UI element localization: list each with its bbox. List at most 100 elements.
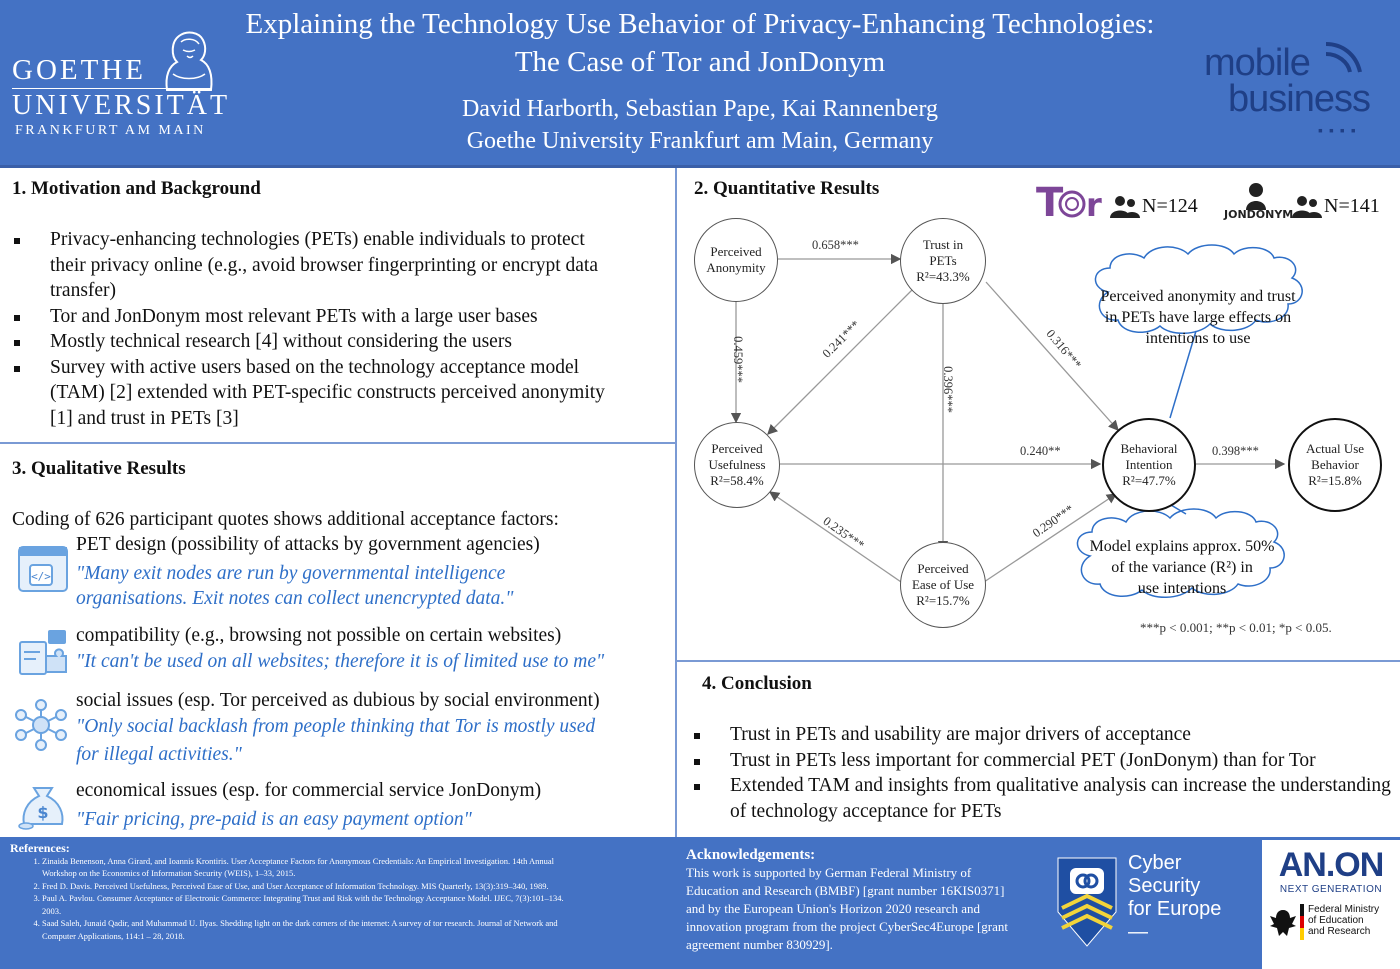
references-title: References: xyxy=(10,841,70,855)
section1-bullet: Tor and JonDonym most relevant PETs with… xyxy=(12,304,612,330)
flag-stripe-red xyxy=(1300,916,1304,928)
logo-divider xyxy=(12,88,212,89)
poster-header xyxy=(0,0,1400,168)
qual-item2-head: compatibility (e.g., browsing not possib… xyxy=(76,625,562,646)
reference-item: Saad Saleh, Junaid Qadir, and Muhammad U… xyxy=(42,917,570,942)
node-label: Perceived xyxy=(710,244,762,259)
logo-line-frankfurt: FRANKFURT AM MAIN xyxy=(15,123,206,138)
section3-title: 3. Qualitative Results xyxy=(12,458,186,479)
node-label: Anonymity xyxy=(706,260,766,275)
edge-trust-intention xyxy=(985,281,1119,431)
poster-affiliation: Goethe University Frankfurt am Main, Ger… xyxy=(466,128,934,154)
poster-title-line2: The Case of Tor and JonDonym xyxy=(514,46,886,78)
references: References: Zinaida Benenson, Anna Girar… xyxy=(10,842,570,942)
node-trust-in-pets: Trust in PETs R²=43.3% xyxy=(900,218,986,304)
cloud2-line: use intentions xyxy=(1137,580,1227,597)
jondonym-logo-icon: JONDONYM xyxy=(1223,183,1293,221)
section4-bullet: Extended TAM and insights from qualitati… xyxy=(692,773,1392,824)
qual-item1-quote-line2: organisations. Exit notes can collect un… xyxy=(76,588,514,609)
jondonym-sample-size: N=141 xyxy=(1324,195,1380,217)
mobile-logo-line2: business xyxy=(1228,78,1371,120)
edge-label-anonymity-usefulness: 0.459*** xyxy=(730,336,745,383)
cyber-line: Cyber xyxy=(1128,852,1182,874)
svg-text:r: r xyxy=(1086,186,1102,222)
node-perceived-ease-of-use: Perceived Ease of Use R²=15.7% xyxy=(900,542,986,628)
bmbf-line: of Education xyxy=(1308,915,1364,926)
anon-logo-text: AN.ON xyxy=(1278,846,1385,884)
qual-item1-head: PET design (possibility of attacks by go… xyxy=(76,534,540,555)
section3-intro: Coding of 626 participant quotes shows a… xyxy=(12,509,559,530)
edge-label-trust-ease: 0.396*** xyxy=(940,366,955,413)
users-icon xyxy=(1292,196,1322,218)
reference-item: Zinaida Benenson, Anna Girard, and Ioann… xyxy=(42,855,570,880)
cloud1-line: in PETs have large effects on xyxy=(1104,309,1292,326)
node-label: Actual Use xyxy=(1305,441,1365,456)
edge-label-intention-actual: 0.398*** xyxy=(1212,444,1259,458)
node-r2: R²=47.7% xyxy=(1122,473,1176,488)
svg-text:JONDONYM: JONDONYM xyxy=(1223,208,1293,221)
cloud-callout-1 xyxy=(1094,244,1303,334)
acknowledgements-title: Acknowledgements: xyxy=(686,847,816,863)
node-label: Intention xyxy=(1125,457,1173,472)
node-perceived-usefulness: Perceived Usefulness R²=58.4% xyxy=(694,422,780,508)
svg-text:</>: </> xyxy=(31,570,51,583)
acknowledgements: Acknowledgements: This work is supported… xyxy=(686,846,1026,954)
section4-bullet: Trust in PETs less important for commerc… xyxy=(692,748,1392,774)
node-label: Behavioral xyxy=(1120,441,1178,456)
compatibility-puzzle-icon xyxy=(19,630,67,675)
node-behavioral-intention: Behavioral Intention R²=47.7% xyxy=(1102,418,1196,512)
qual-item3-head: social issues (esp. Tor perceived as dub… xyxy=(76,690,600,711)
flag-stripe-gold xyxy=(1300,928,1304,940)
edge-label-usefulness-intention: 0.240** xyxy=(1020,444,1061,458)
section1-bullet: Mostly technical research [4] without co… xyxy=(12,329,612,355)
section4-bullets: Trust in PETs and usability are major dr… xyxy=(692,722,1392,824)
tor-logo: T r xyxy=(1036,178,1106,226)
node-label: PETs xyxy=(929,253,957,268)
logo-line-goethe: GOETHE xyxy=(12,54,146,86)
poster-authors: David Harborth, Sebastian Pape, Kai Rann… xyxy=(461,96,939,122)
node-actual-use-behavior: Actual Use Behavior R²=15.8% xyxy=(1288,418,1382,512)
goethe-portrait-icon xyxy=(165,31,213,91)
section1-bullet: Privacy-enhancing technologies (PETs) en… xyxy=(12,227,612,304)
edge-trust-usefulness xyxy=(767,287,915,435)
signal-waves-icon xyxy=(1325,42,1362,73)
bmbf-text: Federal Ministry of Education and Resear… xyxy=(1308,904,1379,937)
cloud2-text: Model explains approx. 50% of the varian… xyxy=(1082,536,1282,599)
node-perceived-anonymity: Perceived Anonymity xyxy=(694,218,778,302)
path-model-diagram: Perceived Anonymity Trust in PETs R²=43.… xyxy=(678,196,1400,656)
poster-footer xyxy=(0,837,1400,969)
qual-item4-head: economical issues (esp. for commercial s… xyxy=(76,780,542,801)
poster-title-line1: Explaining the Technology Use Behavior o… xyxy=(245,8,1155,40)
section2-title: 2. Quantitative Results xyxy=(694,178,880,199)
mobile-logo-line1: mobile xyxy=(1204,42,1311,84)
logo-line-universitat: UNIVERSITÄT xyxy=(12,90,231,121)
cloud1-line: intentions to use xyxy=(1145,330,1251,347)
acknowledgements-text: This work is supported by German Federal… xyxy=(686,865,1009,952)
section-divider-left xyxy=(0,442,676,444)
node-r2: R²=15.7% xyxy=(916,593,970,608)
edge-label-anonymity-trust: 0.658*** xyxy=(812,238,859,252)
qual-item2-quote-line1: "It can't be used on all websites; there… xyxy=(76,651,605,672)
users-icon xyxy=(1110,196,1140,218)
cloud1-text: Perceived anonymity and trust in PETs ha… xyxy=(1098,286,1298,349)
node-r2: R²=15.8% xyxy=(1308,473,1362,488)
diagram-arrows xyxy=(730,244,1303,598)
federal-eagle-icon xyxy=(1270,910,1296,936)
section1-bullet: Survey with active users based on the te… xyxy=(12,355,612,432)
cybersec4europe-shield-icon xyxy=(1057,857,1117,947)
reference-item: Fred D. Davis. Perceived Usefulness, Per… xyxy=(42,880,570,893)
qual-item3-quote-line1: "Only social backlash from people thinki… xyxy=(76,716,596,737)
node-label: Usefulness xyxy=(708,457,766,472)
social-network-icon xyxy=(15,699,67,751)
node-r2: R²=43.3% xyxy=(916,269,970,284)
section4-title: 4. Conclusion xyxy=(702,673,812,694)
qual-item1-quote-line1: "Many exit nodes are run by governmental… xyxy=(76,563,506,584)
section-divider-right xyxy=(676,660,1400,662)
cyber-line: for Europe xyxy=(1128,898,1222,920)
mobile-business-logo: mobile business ▪▪▪▪ xyxy=(1198,42,1388,138)
bmbf-line: and Research xyxy=(1308,926,1371,937)
significance-legend: ***p < 0.001; **p < 0.01; *p < 0.05. xyxy=(1140,620,1332,635)
qual-item4-quote-line1: "Fair pricing, pre-paid is an easy payme… xyxy=(76,809,472,830)
edge-ease-intention xyxy=(983,493,1118,583)
cybersec4europe-logo-text: Cyber Security for Europe — xyxy=(1128,852,1221,944)
